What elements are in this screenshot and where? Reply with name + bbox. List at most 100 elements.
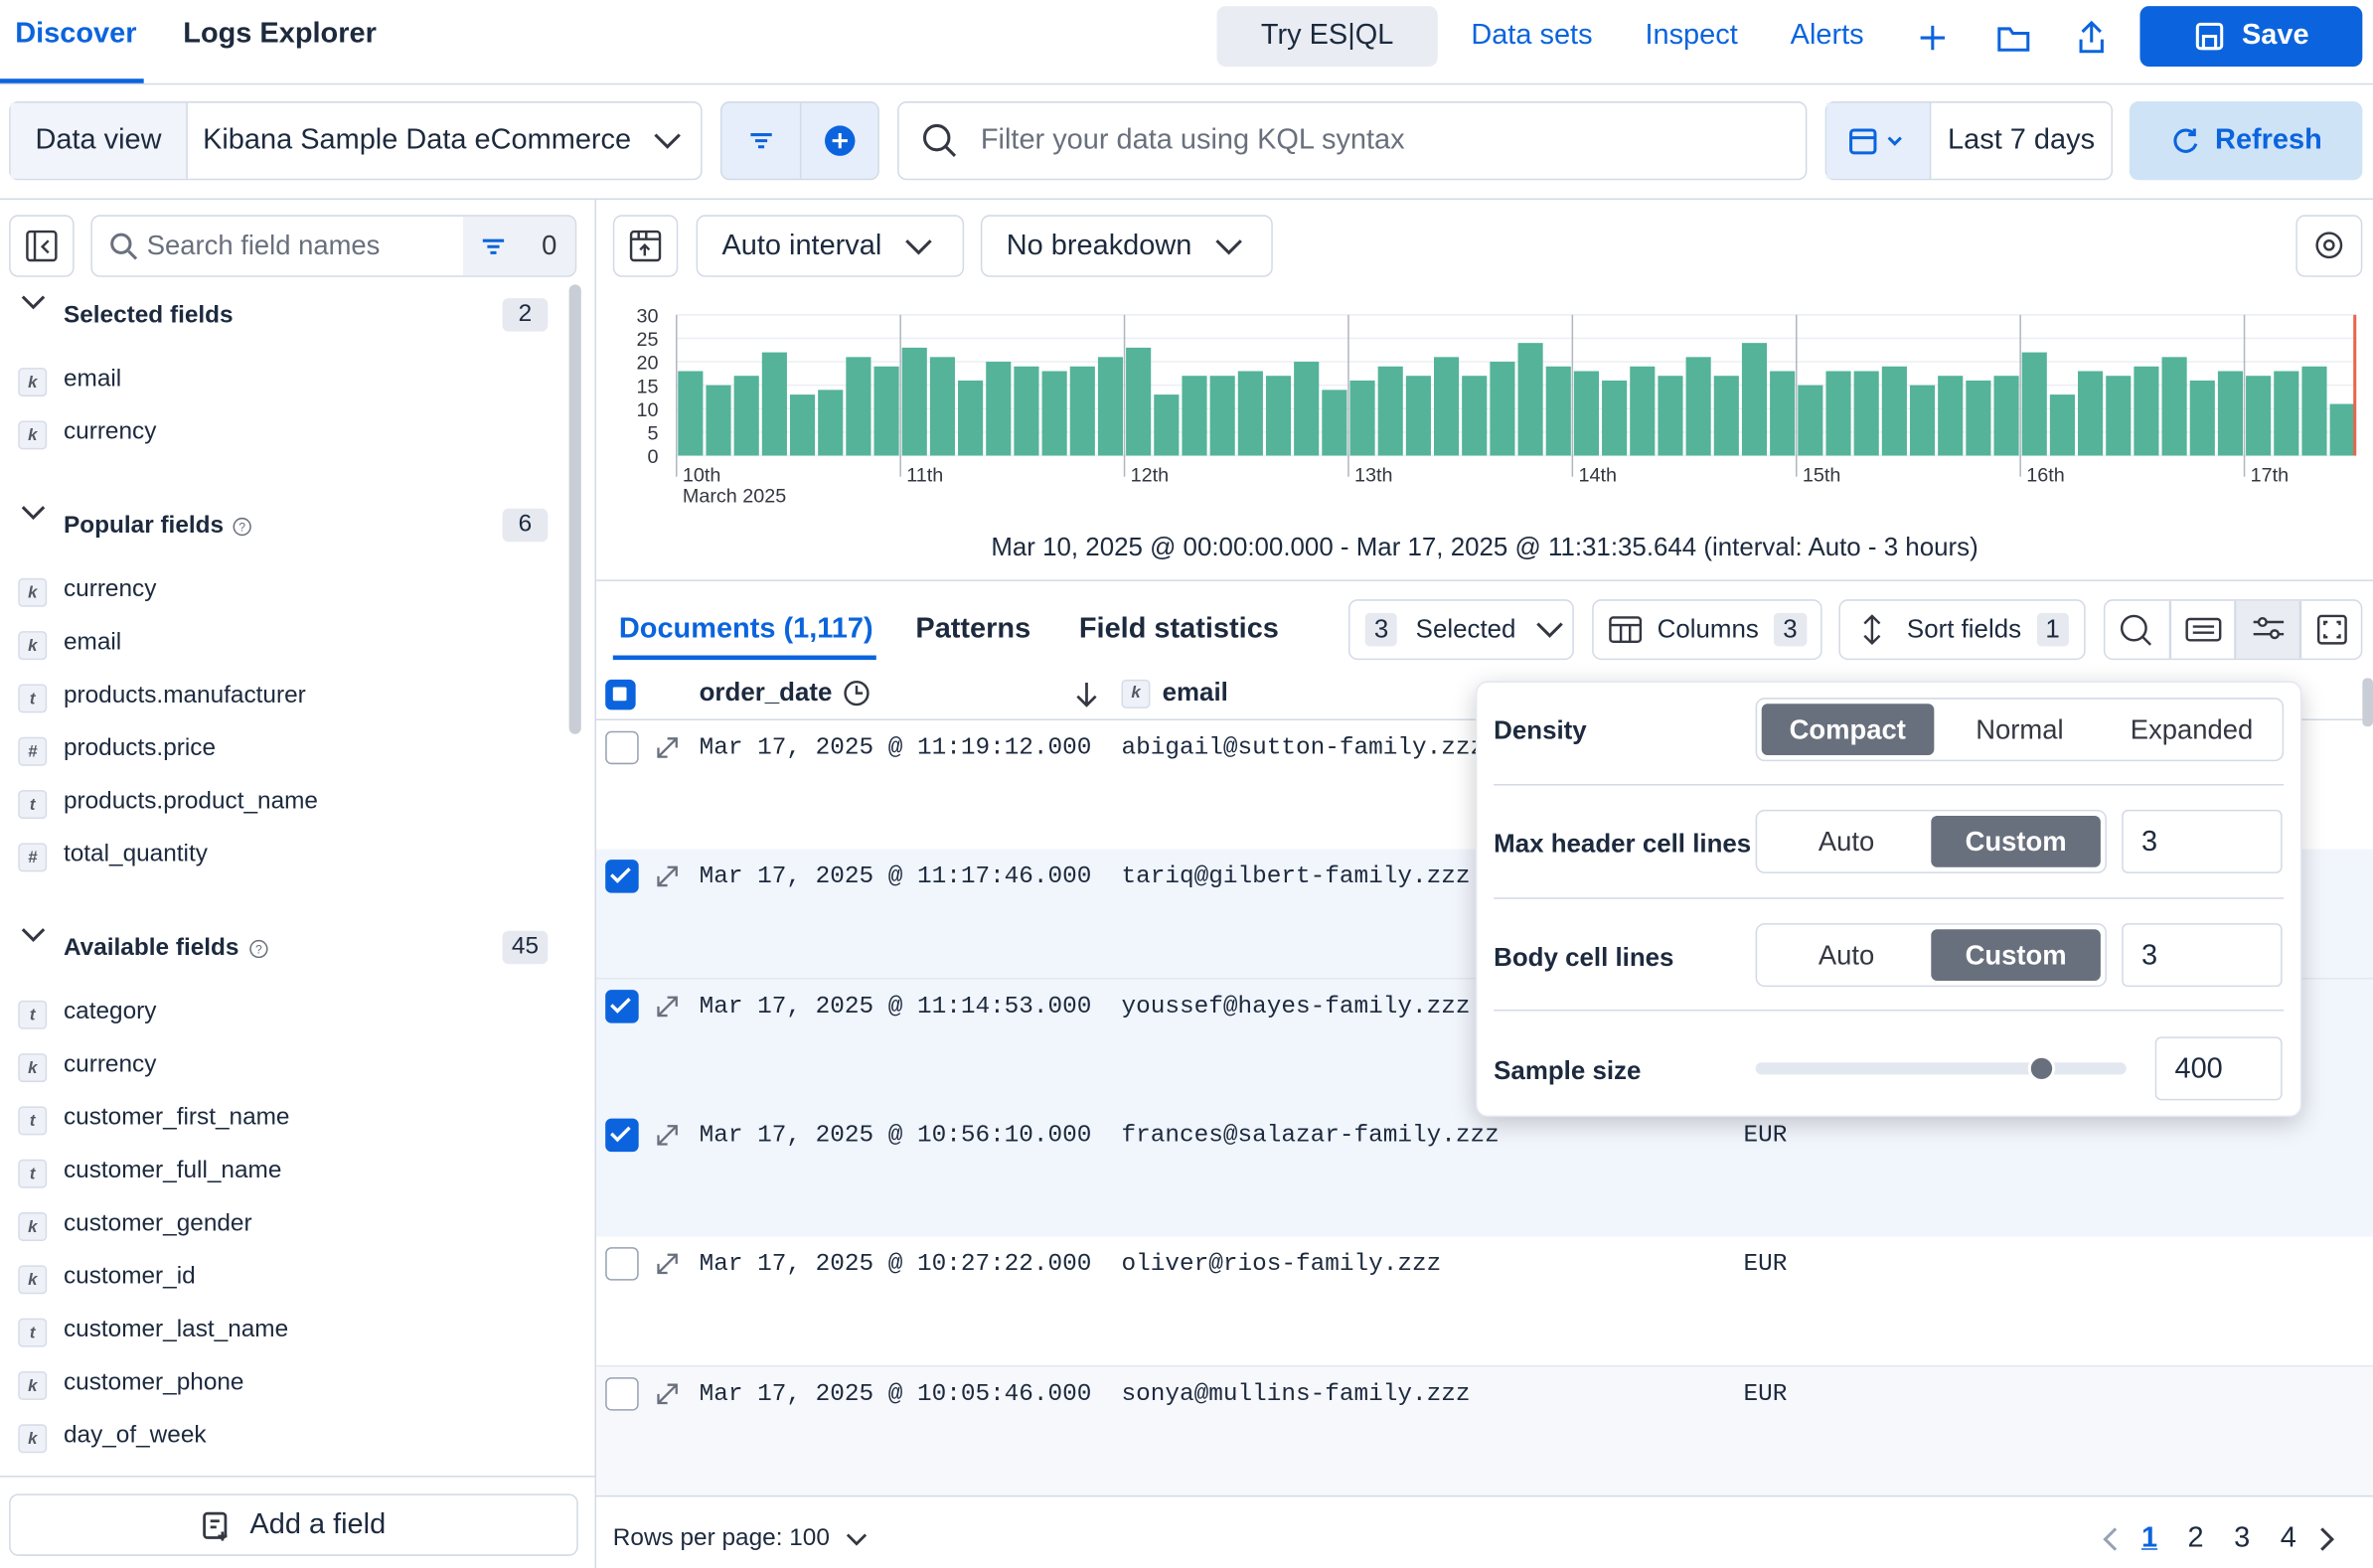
- row-checkbox[interactable]: [605, 1247, 639, 1281]
- expand-icon[interactable]: [654, 734, 681, 761]
- field-name: email: [63, 629, 122, 656]
- filter-buttons[interactable]: [719, 101, 879, 181]
- row-checkbox[interactable]: [605, 730, 639, 765]
- field-item[interactable]: # total_quantity: [0, 830, 563, 882]
- segment-option[interactable]: Normal: [1976, 713, 2064, 744]
- field-item[interactable]: t customer_full_name: [0, 1146, 563, 1198]
- cell-order-date: Mar 17, 2025 @ 11:17:46.000: [699, 862, 1092, 891]
- grid-tools[interactable]: [2103, 599, 2363, 661]
- segment-option[interactable]: Custom: [1931, 815, 2101, 867]
- segment-option[interactable]: Auto: [1818, 825, 1875, 857]
- field-search[interactable]: Search field names 0: [90, 215, 577, 277]
- segment-option[interactable]: Custom: [1931, 929, 2101, 982]
- field-item[interactable]: k currency: [0, 564, 563, 617]
- esql-button[interactable]: Try ES|QL: [1216, 6, 1438, 68]
- field-item[interactable]: t customer_last_name: [0, 1305, 563, 1357]
- bar: [789, 394, 816, 456]
- select-all-checkbox[interactable]: [605, 679, 636, 710]
- nav-link[interactable]: Inspect: [1645, 19, 1738, 52]
- tab[interactable]: Logs Explorer: [183, 18, 377, 51]
- page-link[interactable]: 1: [2140, 1522, 2158, 1555]
- field-item[interactable]: t products.manufacturer: [0, 671, 563, 723]
- pager-arrow[interactable]: [2311, 1522, 2341, 1556]
- page-link[interactable]: 4: [2280, 1522, 2296, 1555]
- field-item[interactable]: t products.product_name: [0, 776, 563, 829]
- chart-options[interactable]: [2295, 215, 2363, 277]
- field-item[interactable]: k currency: [0, 407, 563, 460]
- expand-icon[interactable]: [654, 993, 681, 1019]
- search-placeholder: Filter your data using KQL syntax: [980, 123, 1405, 156]
- number-input[interactable]: 400: [2154, 1036, 2283, 1101]
- field-group-header[interactable]: Available fields 45?: [0, 920, 563, 981]
- field-item[interactable]: k customer_id: [0, 1252, 563, 1305]
- doc-tab[interactable]: Field statistics: [1078, 612, 1279, 645]
- nav-link[interactable]: Alerts: [1790, 19, 1864, 52]
- segmented-control[interactable]: Auto Custom: [1755, 923, 2107, 988]
- help-icon[interactable]: ?: [248, 938, 269, 959]
- doc-tab[interactable]: Documents (1,117): [618, 612, 873, 645]
- field-filter[interactable]: 0: [463, 216, 575, 276]
- number-input[interactable]: 3: [2122, 809, 2283, 873]
- field-item[interactable]: #day_of_week_i: [0, 1464, 563, 1476]
- breakdown-select[interactable]: No breakdown: [980, 215, 1273, 277]
- segmented-control[interactable]: Compact Normal Expanded: [1755, 698, 2285, 762]
- slider-thumb[interactable]: [2027, 1054, 2056, 1083]
- expand-icon[interactable]: [654, 1379, 681, 1406]
- chart-toggle[interactable]: [612, 215, 679, 277]
- search-input[interactable]: Filter your data using KQL syntax: [897, 101, 1808, 181]
- calendar-button[interactable]: [1826, 102, 1932, 179]
- segment-option[interactable]: Compact: [1761, 704, 1934, 756]
- collapse-button[interactable]: [9, 215, 75, 277]
- interval-select[interactable]: Auto interval: [696, 215, 965, 277]
- field-item[interactable]: # products.price: [0, 723, 563, 776]
- field-item[interactable]: k email: [0, 354, 563, 406]
- bar: [678, 371, 704, 456]
- column-header[interactable]: order_date: [700, 678, 871, 707]
- field-item[interactable]: t customer_first_name: [0, 1093, 563, 1146]
- save-button[interactable]: Save: [2139, 6, 2363, 68]
- field-item[interactable]: k customer_phone: [0, 1357, 563, 1410]
- bar: [2106, 376, 2132, 456]
- field-group-header[interactable]: Selected fields 2: [0, 287, 563, 348]
- segment-option[interactable]: Expanded: [2130, 713, 2254, 744]
- page-link[interactable]: 3: [2234, 1522, 2251, 1555]
- field-item[interactable]: k customer_gender: [0, 1198, 563, 1251]
- nav-icons[interactable]: [1916, 18, 2113, 58]
- doc-tab[interactable]: Patterns: [915, 612, 1031, 645]
- refresh-button[interactable]: Refresh: [2129, 101, 2363, 181]
- date-picker[interactable]: Last 7 days: [1824, 101, 2114, 181]
- field-group-header[interactable]: Popular fields 6?: [0, 498, 563, 558]
- tab[interactable]: Discover: [15, 18, 137, 51]
- row-checkbox[interactable]: [605, 989, 639, 1023]
- sort-button[interactable]: Sort fields 1: [1838, 599, 2086, 661]
- field-item[interactable]: k day_of_week: [0, 1411, 563, 1464]
- field-item[interactable]: t category: [0, 987, 563, 1039]
- segment-option[interactable]: Auto: [1818, 939, 1875, 970]
- row-checkbox[interactable]: [605, 1376, 639, 1410]
- cell-order-date: Mar 17, 2025 @ 11:14:53.000: [699, 992, 1092, 1019]
- help-icon[interactable]: ?: [232, 516, 252, 537]
- sort-desc-icon[interactable]: [1071, 680, 1101, 709]
- page-link[interactable]: 2: [2187, 1522, 2204, 1555]
- expand-icon[interactable]: [654, 863, 681, 890]
- rows-per-page[interactable]: Rows per page: 100: [613, 1525, 870, 1552]
- search-icon: [110, 232, 138, 259]
- segmented-control[interactable]: Auto Custom: [1755, 809, 2107, 873]
- field-item[interactable]: k email: [0, 617, 563, 670]
- data-view-picker[interactable]: Data view Kibana Sample Data eCommerce: [9, 101, 703, 181]
- row-checkbox[interactable]: [605, 1118, 639, 1152]
- nav-link[interactable]: Data sets: [1471, 19, 1593, 52]
- column-header[interactable]: k email: [1121, 678, 1228, 708]
- number-input[interactable]: 3: [2122, 923, 2283, 988]
- pager-arrow[interactable]: [2096, 1522, 2126, 1556]
- field-item[interactable]: k currency: [0, 1039, 563, 1092]
- field-name: customer_full_name: [63, 1158, 282, 1184]
- columns-button[interactable]: Columns 3: [1592, 599, 1822, 661]
- add-field-button[interactable]: Add a field: [9, 1493, 578, 1556]
- row-checkbox[interactable]: [605, 860, 639, 894]
- selected-menu[interactable]: 3 Selected: [1347, 599, 1574, 661]
- expand-icon[interactable]: [654, 1250, 681, 1277]
- expand-icon[interactable]: [654, 1122, 681, 1149]
- x-tick-label: 15th: [1803, 464, 1841, 486]
- add-field-label: Add a field: [249, 1507, 387, 1540]
